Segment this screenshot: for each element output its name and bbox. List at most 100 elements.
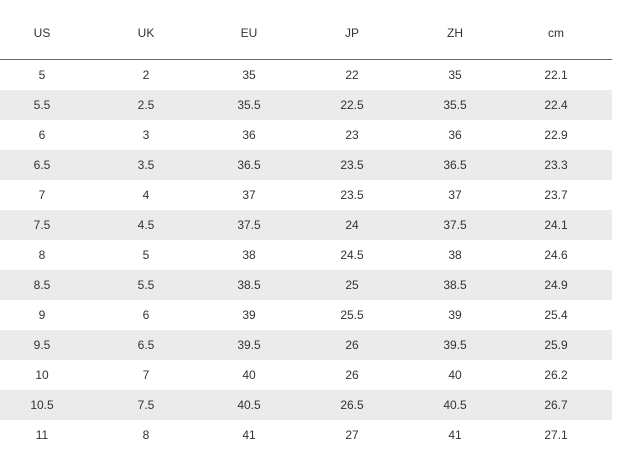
table-cell: 25 [345, 278, 359, 292]
table-cell: 38.5 [237, 278, 261, 292]
table-cell: 7.5 [137, 398, 155, 412]
table-cell: 40 [448, 368, 462, 382]
table-cell: 6 [38, 128, 46, 142]
table-cell: 27.1 [544, 428, 568, 442]
table-cell: 36.5 [237, 158, 261, 172]
table-row: 5.5 2.5 35.5 22.5 35.5 22.4 [0, 90, 612, 120]
table-cell: 40.5 [443, 398, 467, 412]
table-cell: 5 [142, 248, 150, 262]
table-cell: 35 [242, 68, 256, 82]
table-cell: 39 [242, 308, 256, 322]
table-cell: 23.3 [544, 158, 568, 172]
table-cell: 38 [242, 248, 256, 262]
table-cell: 37.5 [443, 218, 467, 232]
table-cell: 5 [38, 68, 46, 82]
table-cell: 39 [448, 308, 462, 322]
table-cell: 7 [38, 188, 46, 202]
table-cell: 23.5 [340, 188, 364, 202]
table-cell: 22.9 [544, 128, 568, 142]
table-cell: 7 [142, 368, 150, 382]
table-cell: 9 [38, 308, 46, 322]
table-cell: 24.1 [544, 218, 568, 232]
table-cell: 8 [142, 428, 150, 442]
table-cell: 4 [142, 188, 150, 202]
table-cell: 39.5 [443, 338, 467, 352]
table-cell: 36 [242, 128, 256, 142]
table-cell: 23.5 [340, 158, 364, 172]
table-row: 6.5 3.5 36.5 23.5 36.5 23.3 [0, 150, 612, 180]
table-cell: 4.5 [137, 218, 155, 232]
header-row: US UK EU JP ZH cm [0, 18, 612, 48]
table-row: 11 8 41 27 41 27.1 [0, 420, 612, 450]
header-cell: UK [137, 26, 155, 40]
table-cell: 35.5 [443, 98, 467, 112]
table-cell: 10 [35, 368, 49, 382]
table-cell: 7.5 [33, 218, 51, 232]
table-cell: 22.1 [544, 68, 568, 82]
table-row: 7.5 4.5 37.5 24 37.5 24.1 [0, 210, 612, 240]
table-cell: 24.5 [340, 248, 364, 262]
table-row: 7 4 37 23.5 37 23.7 [0, 180, 612, 210]
table-cell: 2.5 [137, 98, 155, 112]
table-row: 10.5 7.5 40.5 26.5 40.5 26.7 [0, 390, 612, 420]
header-cell: cm [548, 26, 564, 40]
table-cell: 10.5 [30, 398, 54, 412]
table-row: 10 7 40 26 40 26.2 [0, 360, 612, 390]
table-cell: 6 [142, 308, 150, 322]
table-cell: 36.5 [443, 158, 467, 172]
table-cell: 5.5 [137, 278, 155, 292]
table-cell: 35.5 [237, 98, 261, 112]
table-cell: 6.5 [33, 158, 51, 172]
table-cell: 40.5 [237, 398, 261, 412]
table-cell: 24.9 [544, 278, 568, 292]
table-cell: 26.2 [544, 368, 568, 382]
header-cell: JP [344, 26, 359, 40]
table-cell: 26 [345, 338, 359, 352]
table-cell: 22.5 [340, 98, 364, 112]
table-cell: 26 [345, 368, 359, 382]
table-cell: 3 [142, 128, 150, 142]
header-cell: US [33, 26, 51, 40]
table-row: 9.5 6.5 39.5 26 39.5 25.9 [0, 330, 612, 360]
header-cell: EU [240, 26, 258, 40]
table-cell: 37 [242, 188, 256, 202]
table-cell: 35 [448, 68, 462, 82]
table-cell: 8.5 [33, 278, 51, 292]
table-row: 8 5 38 24.5 38 24.6 [0, 240, 612, 270]
table-row: 5 2 35 22 35 22.1 [0, 60, 612, 90]
table-cell: 41 [242, 428, 256, 442]
header-divider [0, 59, 612, 60]
table-cell: 40 [242, 368, 256, 382]
table-cell: 25.9 [544, 338, 568, 352]
table-cell: 27 [345, 428, 359, 442]
table-cell: 22.4 [544, 98, 568, 112]
table-cell: 37.5 [237, 218, 261, 232]
table-cell: 24 [345, 218, 359, 232]
table-cell: 38.5 [443, 278, 467, 292]
table-cell: 5.5 [33, 98, 51, 112]
table-cell: 22 [345, 68, 359, 82]
table-cell: 23.7 [544, 188, 568, 202]
table-cell: 26.7 [544, 398, 568, 412]
header-cell: ZH [447, 26, 463, 40]
table-row: 8.5 5.5 38.5 25 38.5 24.9 [0, 270, 612, 300]
table-cell: 39.5 [237, 338, 261, 352]
table-cell: 36 [448, 128, 462, 142]
table-cell: 24.6 [544, 248, 568, 262]
table-cell: 2 [142, 68, 150, 82]
table-row: 9 6 39 25.5 39 25.4 [0, 300, 612, 330]
table-cell: 37 [448, 188, 462, 202]
table-cell: 25.4 [544, 308, 568, 322]
table-cell: 11 [35, 428, 49, 442]
table-cell: 25.5 [340, 308, 364, 322]
table-cell: 38 [448, 248, 462, 262]
table-cell: 23 [345, 128, 359, 142]
table-cell: 8 [38, 248, 46, 262]
table-row: 6 3 36 23 36 22.9 [0, 120, 612, 150]
table-cell: 41 [448, 428, 462, 442]
table-cell: 6.5 [137, 338, 155, 352]
table-cell: 3.5 [137, 158, 155, 172]
table-cell: 26.5 [340, 398, 364, 412]
table-cell: 9.5 [33, 338, 51, 352]
